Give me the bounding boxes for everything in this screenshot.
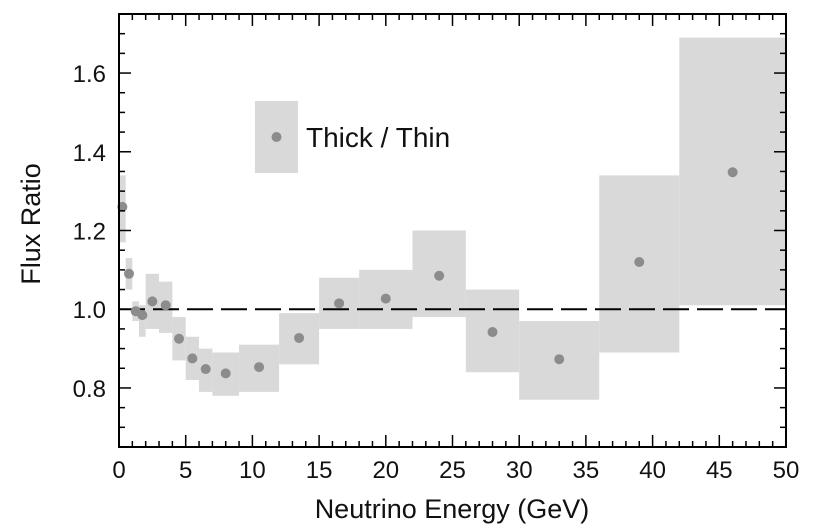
- x-tick-label: 0: [112, 457, 125, 484]
- x-tick-label: 30: [506, 457, 533, 484]
- data-point-14: [434, 270, 445, 281]
- x-tick-label: 50: [773, 457, 800, 484]
- x-tick-labels: 0 5 10 15 20 25 30 35 40 45 50: [112, 457, 799, 484]
- data-point-12: [334, 298, 345, 309]
- x-axis-title: Neutrino Energy (GeV): [315, 494, 590, 524]
- y-tick-label: 1.2: [73, 219, 106, 246]
- data-point-15: [487, 327, 498, 338]
- data-point-5: [160, 300, 171, 311]
- y-tick-labels: 0.8 1.0 1.2 1.4 1.6: [73, 61, 106, 403]
- data-point-11: [294, 332, 305, 343]
- y-tick-label: 0.8: [73, 376, 106, 403]
- data-point-7: [187, 353, 198, 364]
- x-tick-label: 5: [179, 457, 192, 484]
- error-bands: [119, 37, 786, 400]
- y-axis-title: Flux Ratio: [16, 163, 46, 285]
- x-tick-label: 40: [639, 457, 666, 484]
- data-point-3: [137, 310, 148, 321]
- data-point-16: [554, 354, 565, 365]
- data-point-9: [220, 368, 231, 379]
- x-tick-label: 45: [706, 457, 733, 484]
- x-tick-label: 20: [372, 457, 399, 484]
- axis-ticks: [118, 13, 787, 448]
- legend: Thick / Thin: [255, 101, 450, 173]
- data-point-18: [727, 167, 738, 178]
- x-tick-label: 35: [573, 457, 600, 484]
- legend-label: Thick / Thin: [306, 122, 450, 153]
- data-point-4: [147, 296, 158, 307]
- y-tick-label: 1.4: [73, 140, 106, 167]
- data-point-13: [380, 293, 391, 304]
- x-tick-label: 15: [306, 457, 333, 484]
- data-point-10: [254, 362, 265, 373]
- legend-marker: [271, 132, 282, 142]
- error-band-3: [139, 305, 146, 337]
- data-point-1: [124, 268, 135, 279]
- data-point-17: [634, 256, 645, 267]
- data-point-8: [200, 364, 211, 375]
- y-tick-label: 1.6: [73, 61, 106, 88]
- data-point-6: [174, 333, 185, 344]
- y-tick-label: 1.0: [73, 297, 106, 324]
- x-tick-label: 10: [239, 457, 266, 484]
- x-tick-label: 25: [439, 457, 466, 484]
